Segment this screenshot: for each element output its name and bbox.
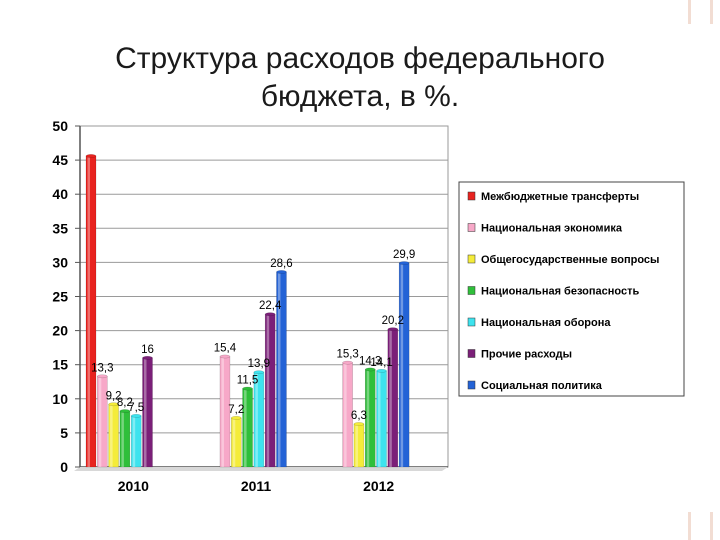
data-label: 6,3 <box>351 410 367 422</box>
bar-highlight <box>221 356 224 467</box>
bar-cap <box>85 154 97 158</box>
bar-cap <box>387 327 399 332</box>
data-label: 28,6 <box>270 258 292 270</box>
x-category-label: 2012 <box>363 478 394 494</box>
bar-cap <box>365 367 376 372</box>
data-label: 16 <box>141 344 154 356</box>
bar-cap <box>242 386 253 391</box>
legend-swatch <box>467 191 476 201</box>
legend-label: Межбюджетные трансферты <box>481 191 639 203</box>
bar-cap <box>342 360 353 365</box>
bar-highlight <box>98 376 102 467</box>
bar-highlight <box>355 424 358 467</box>
data-label: 8,2 <box>117 397 133 409</box>
legend-swatch <box>467 223 476 232</box>
data-label: 9,2 <box>106 390 122 402</box>
bar-highlight <box>110 404 113 467</box>
x-axis-categories: 2010 2011 2012 <box>118 478 395 494</box>
bar-cap <box>376 369 387 373</box>
bar-highlight <box>266 314 270 467</box>
legend-swatch <box>467 317 476 327</box>
y-tick-label: 30 <box>52 254 68 270</box>
y-tick-label: 20 <box>52 323 68 339</box>
legend-swatch <box>467 380 476 390</box>
bars <box>85 154 410 468</box>
bar-highlight <box>277 271 281 467</box>
legend: Межбюджетные трансферты Национальная экон… <box>458 181 685 397</box>
bar-cap <box>253 370 265 375</box>
legend-label: Национальная оборона <box>481 317 611 329</box>
legend-label: Социальная политика <box>481 380 603 392</box>
legend-label: Национальная экономика <box>481 223 623 235</box>
data-label: 29,9 <box>393 249 415 261</box>
legend-label: Прочие расходы <box>481 349 572 361</box>
bar-highlight <box>255 372 258 467</box>
data-label: 7,5 <box>128 402 144 414</box>
chart-floor <box>74 467 448 471</box>
data-label: 13,3 <box>91 362 113 374</box>
y-tick-label: 35 <box>52 220 68 236</box>
frame-line <box>710 0 713 24</box>
y-tick-label: 45 <box>52 152 68 168</box>
bar-cap <box>97 374 108 379</box>
data-label: 14,1 <box>370 357 392 369</box>
frame-line <box>688 0 691 24</box>
bar-cap <box>130 414 142 418</box>
y-tick-label: 0 <box>60 459 68 475</box>
bar-highlight <box>144 357 147 467</box>
data-label: 20,2 <box>382 315 404 327</box>
chart-title-line-2: бюджета, в %. <box>260 80 460 113</box>
data-label: 13,9 <box>248 358 270 370</box>
data-label: 7,2 <box>228 404 244 416</box>
bar-cap <box>108 402 119 407</box>
bar-highlight <box>389 329 392 467</box>
bar-cap <box>119 409 131 413</box>
chart-title-line-1: Структура расходов федерального <box>115 42 605 75</box>
bar-cap <box>398 261 410 265</box>
y-tick-label: 10 <box>52 391 68 407</box>
y-tick-label: 15 <box>52 357 68 373</box>
bar-cap <box>353 422 365 426</box>
bar-highlight <box>244 388 247 467</box>
y-tick-label: 5 <box>60 425 68 441</box>
x-category-label: 2011 <box>241 478 272 494</box>
legend-swatch <box>467 349 476 358</box>
y-tick-label: 40 <box>52 186 68 202</box>
bar-cap <box>264 312 276 317</box>
legend-swatch <box>467 254 476 264</box>
bar-highlight <box>132 415 136 467</box>
y-axis-ticks: 0 5 10 15 20 25 30 35 40 45 50 <box>52 118 80 475</box>
x-category-label: 2010 <box>118 478 149 494</box>
legend-box <box>458 181 685 397</box>
legend-label: Национальная безопасность <box>481 286 639 298</box>
bar-highlight <box>232 417 236 467</box>
bar-highlight <box>121 411 124 467</box>
bar-cap <box>142 356 153 360</box>
y-tick-label: 25 <box>52 289 68 305</box>
data-label: 15,3 <box>336 349 358 361</box>
bar-highlight <box>378 370 381 467</box>
frame-line <box>688 512 691 540</box>
data-labels: 13,3 9,28,27,5 16 15,4 7,2 11,5 13,9 22,4 28,6 15… <box>91 249 415 422</box>
data-label: 22,4 <box>259 300 282 312</box>
bar-cap <box>219 354 231 359</box>
data-label: 11,5 <box>237 375 259 387</box>
legend-swatch <box>467 286 476 295</box>
bar-highlight <box>87 156 90 467</box>
bar-highlight <box>400 263 404 467</box>
bar-highlight <box>344 362 347 467</box>
data-label: 15,4 <box>214 343 237 355</box>
bar-highlight <box>366 369 370 467</box>
y-tick-label: 50 <box>52 118 68 134</box>
data-label: 14,3 <box>359 355 381 367</box>
frame-line <box>710 512 713 540</box>
bar-cap <box>276 270 287 274</box>
legend-label: Общегосударственные вопросы <box>481 254 659 266</box>
chart-title: Структура расходов федерального бюджета,… <box>60 40 660 116</box>
bar-cap <box>231 416 242 420</box>
